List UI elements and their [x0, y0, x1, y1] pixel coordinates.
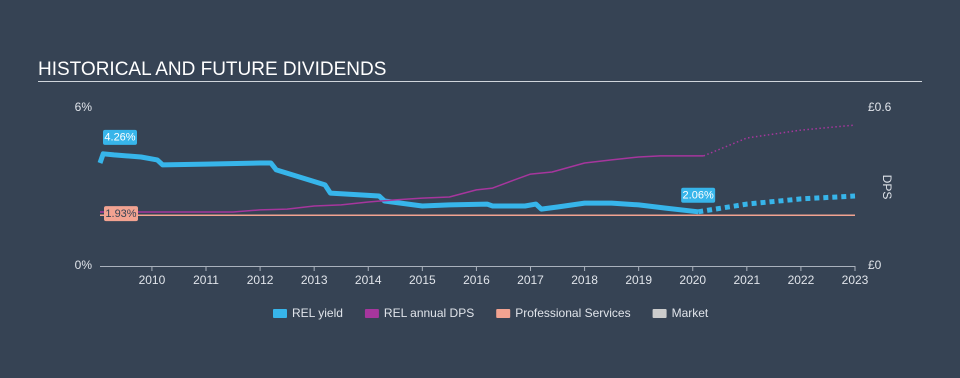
chart-title: HISTORICAL AND FUTURE DIVIDENDS: [38, 59, 386, 80]
legend-swatch: [273, 309, 287, 318]
legend-label: REL yield: [292, 306, 343, 320]
legend-label: Market: [672, 306, 709, 320]
value-label: 4.26%: [104, 132, 135, 144]
value-label: 1.93%: [105, 208, 136, 220]
x-tick-label: 2012: [247, 273, 274, 287]
x-tick-label: 2016: [463, 273, 490, 287]
legend-label: Professional Services: [515, 306, 630, 320]
x-tick-label: 2013: [301, 273, 328, 287]
x-tick-label: 2020: [679, 273, 706, 287]
y2-tick-label: £0: [868, 258, 882, 272]
legend-label: REL annual DPS: [384, 306, 474, 320]
y2-tick-label: £0.6: [868, 100, 892, 114]
legend-swatch: [496, 309, 511, 318]
y-tick-label: 0%: [75, 258, 93, 272]
value-label-box: [681, 187, 716, 203]
x-tick-label: 2022: [788, 273, 815, 287]
value-label-box: [103, 129, 137, 145]
x-tick-label: 2019: [625, 273, 652, 287]
forecast-line: [697, 193, 856, 215]
x-tick-label: 2014: [355, 273, 382, 287]
x-tick-label: 2021: [733, 273, 760, 287]
legend-swatch: [652, 309, 667, 318]
y-tick-label: 6%: [75, 100, 93, 114]
x-tick-label: 2010: [139, 273, 166, 287]
value-label-box: [104, 206, 138, 222]
forecast-line: [703, 124, 856, 157]
x-tick-label: 2015: [409, 273, 436, 287]
y2-axis-label: DPS: [880, 175, 894, 200]
series-line: [97, 151, 699, 215]
x-tick-label: 2018: [571, 273, 598, 287]
series-line: [100, 155, 704, 213]
legend-swatch: [364, 309, 379, 318]
x-tick-label: 2017: [517, 273, 544, 287]
x-tick-label: 2023: [842, 273, 869, 287]
value-label: 2.06%: [683, 190, 714, 202]
x-tick-label: 2011: [193, 273, 219, 287]
